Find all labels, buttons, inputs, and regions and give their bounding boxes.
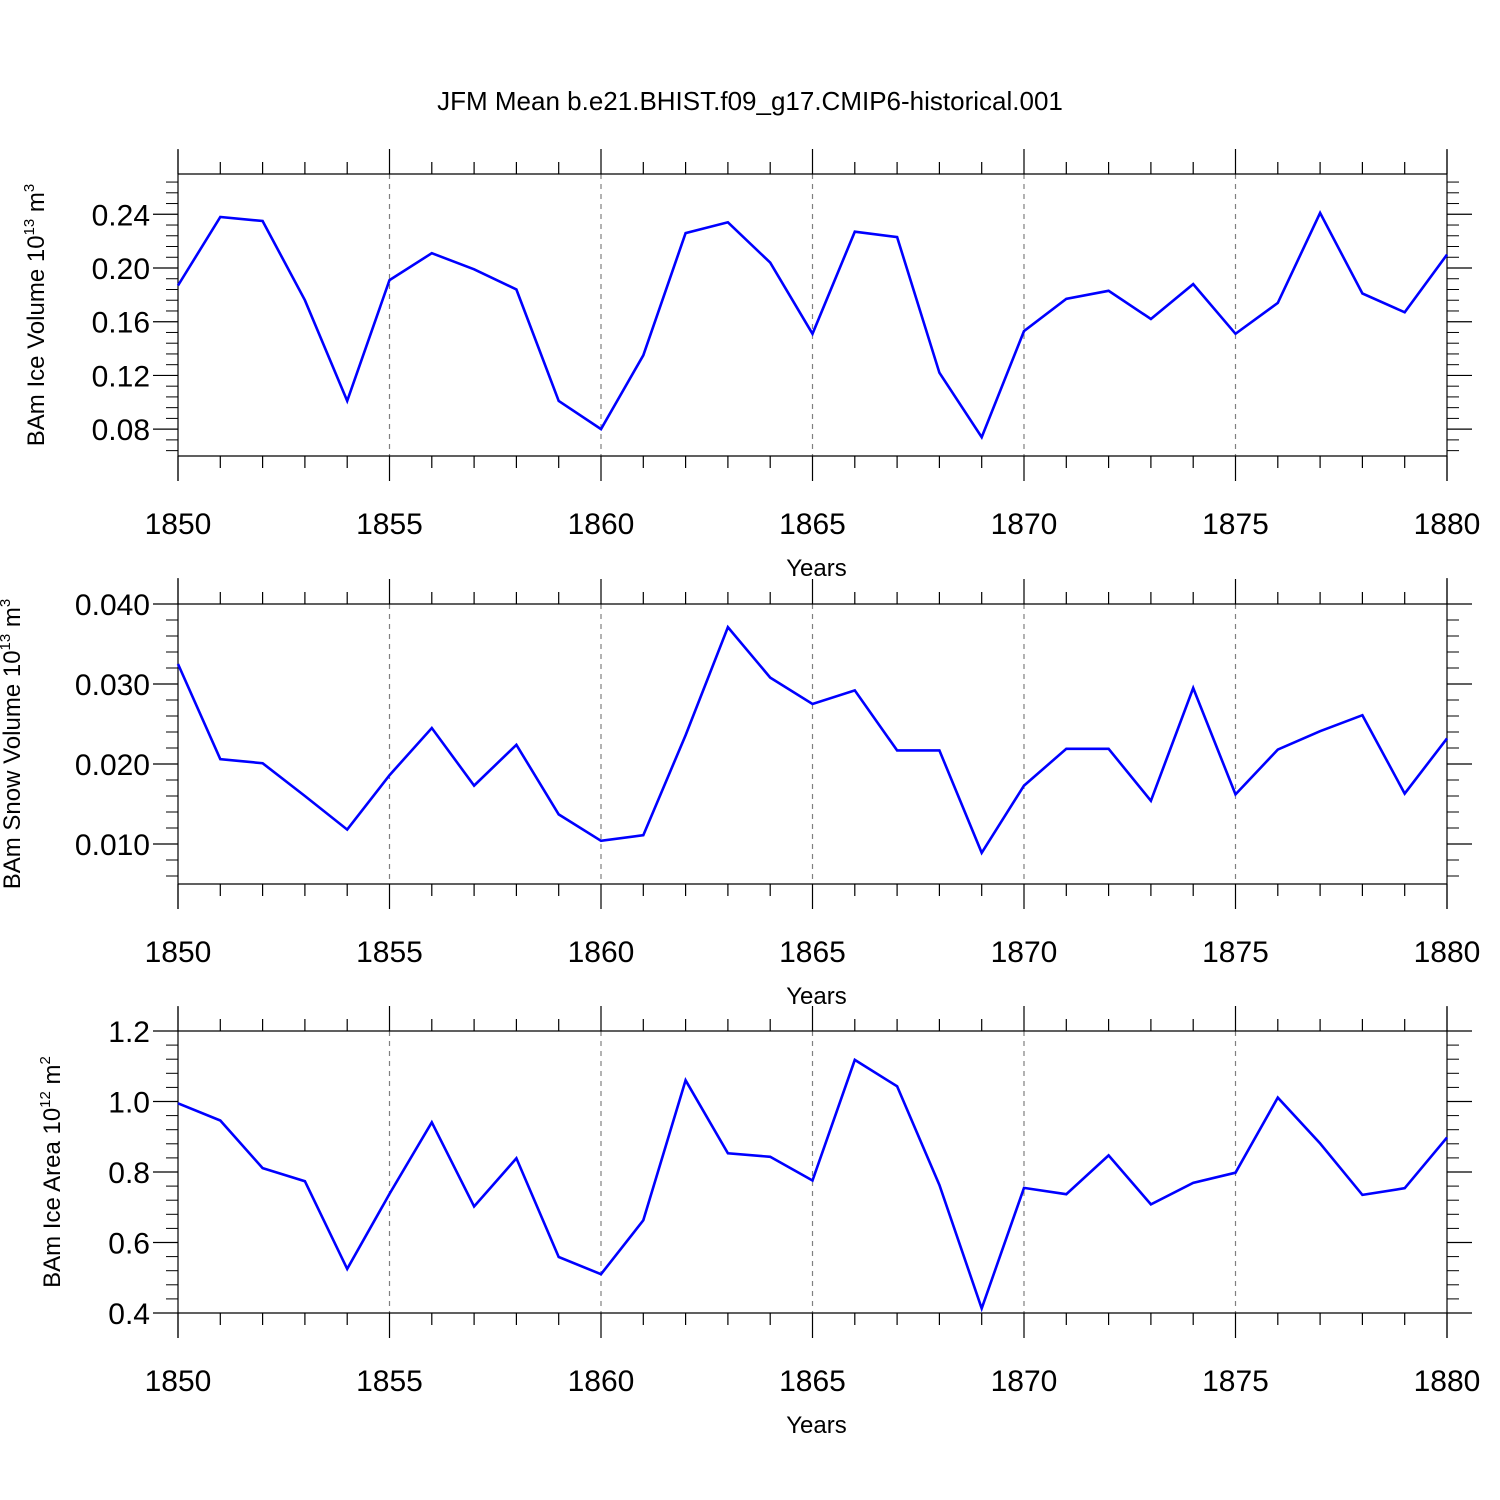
x-tick-label: 1850 [145, 508, 212, 541]
x-axis-label: Years [786, 983, 847, 1010]
series-line [176, 209, 1449, 441]
x-tick-label: 1860 [568, 936, 635, 969]
x-tick-label: 1850 [145, 1365, 212, 1398]
y-tick-label: 0.6 [108, 1228, 150, 1261]
x-tick-label: 1855 [356, 1365, 423, 1398]
x-axis-label: Years [786, 1412, 847, 1439]
chart-panel-3: 1850 1855 1860 1865 1870 1875 1880 0.4 0.6 0.8 1.0… [37, 1006, 1480, 1439]
series-line [176, 624, 1449, 856]
x-tick-label: 1860 [568, 1365, 635, 1398]
y-tick-label: 0.4 [108, 1298, 150, 1331]
y-tick-label: 0.8 [108, 1157, 150, 1190]
x-tick-label: 1855 [356, 508, 423, 541]
x-tick-label: 1865 [779, 936, 846, 969]
x-tick-label: 1880 [1414, 1365, 1481, 1398]
panels: 1850 1855 1860 1865 1870 1875 1880 0.08 0.12 0.16… [0, 149, 1480, 1439]
x-tick-label: 1870 [991, 936, 1058, 969]
series-line [177, 1057, 1448, 1313]
y-axis-label: BAm Ice Volume 1013 m3 [21, 184, 50, 446]
x-tick-label: 1860 [568, 508, 635, 541]
x-tick-label: 1875 [1202, 508, 1269, 541]
x-tick-label: 1875 [1202, 936, 1269, 969]
y-tick-label: 0.24 [92, 199, 150, 232]
x-tick-label: 1880 [1414, 936, 1481, 969]
y-tick-label: 0.040 [75, 589, 150, 622]
chart-panel-1: 1850 1855 1860 1865 1870 1875 1880 0.08 0.12 0.16… [21, 149, 1480, 582]
y-tick-label: 0.20 [92, 253, 150, 286]
y-axis-label: BAm Ice Area 1012 m2 [37, 1056, 66, 1288]
x-tick-label: 1865 [779, 1365, 846, 1398]
x-axis-label: Years [786, 555, 847, 582]
y-tick-label: 1.0 [108, 1087, 150, 1120]
chart-panel-2: 1850 1855 1860 1865 1870 1875 1880 0.010 0.020 0.… [0, 578, 1480, 1010]
x-tick-label: 1870 [991, 1365, 1058, 1398]
y-tick-label: 0.12 [92, 360, 150, 393]
x-tick-label: 1880 [1414, 508, 1481, 541]
y-tick-label: 1.2 [108, 1016, 150, 1049]
x-tick-label: 1875 [1202, 1365, 1269, 1398]
figure-title: JFM Mean b.e21.BHIST.f09_g17.CMIP6-histo… [437, 86, 1063, 116]
y-tick-label: 0.010 [75, 829, 150, 862]
y-tick-label: 0.16 [92, 307, 150, 340]
x-tick-label: 1865 [779, 508, 846, 541]
y-tick-label: 0.08 [92, 414, 150, 447]
y-tick-label: 0.020 [75, 749, 150, 782]
y-axis-label: BAm Snow Volume 1013 m3 [0, 599, 26, 890]
y-tick-label: 0.030 [75, 669, 150, 702]
x-tick-label: 1850 [145, 936, 212, 969]
x-tick-label: 1870 [991, 508, 1058, 541]
x-tick-label: 1855 [356, 936, 423, 969]
